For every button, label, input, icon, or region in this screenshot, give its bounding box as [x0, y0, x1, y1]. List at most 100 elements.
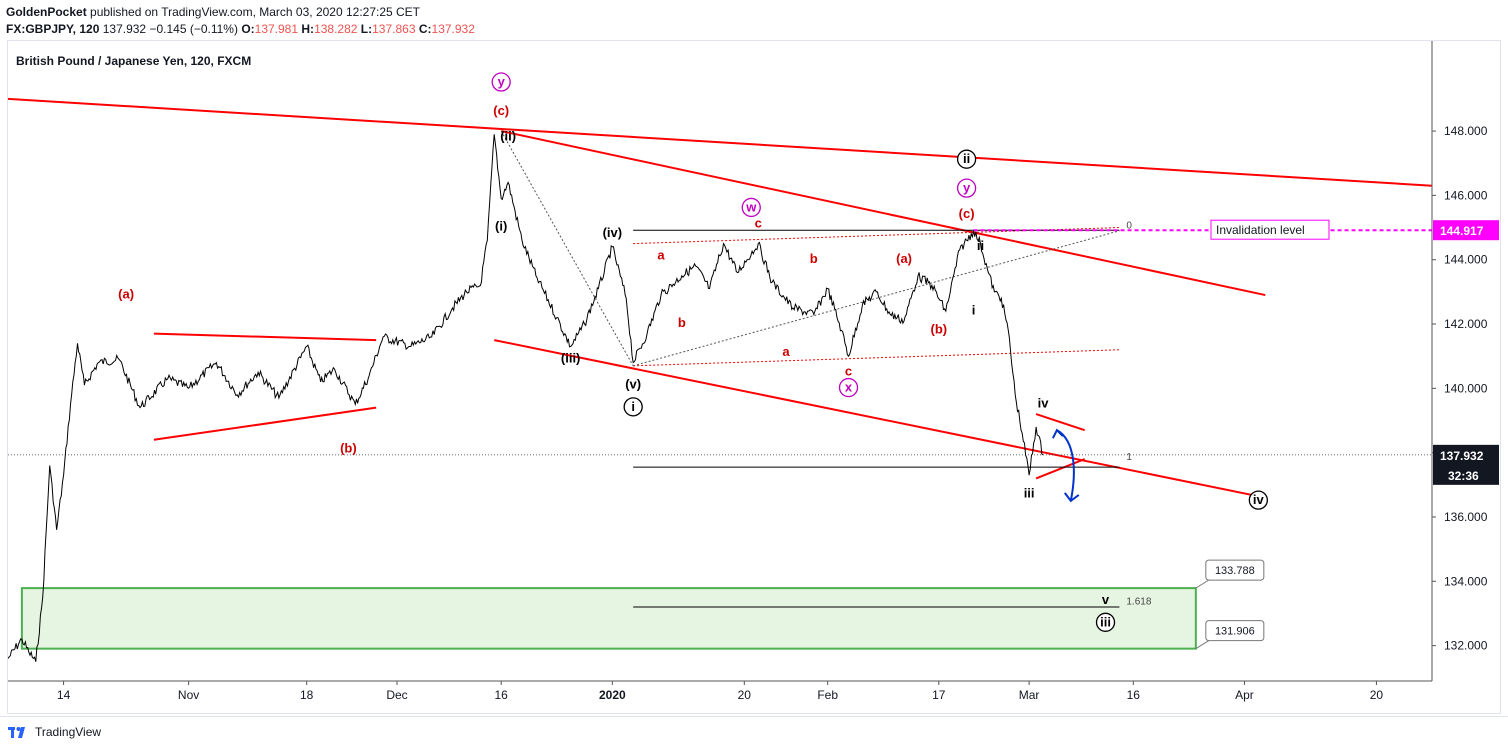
zone-bottom-callout-label: 131.906 — [1215, 626, 1255, 638]
badge-price: 137.932 — [1440, 449, 1484, 463]
wave-label-4: (ii) — [500, 129, 516, 144]
wave-label-0: (a) — [118, 286, 134, 301]
close-value: 137.932 — [431, 22, 475, 36]
fib-label-2: 1.618 — [1126, 597, 1151, 608]
y-tick-label: 142.000 — [1444, 317, 1488, 331]
ohlc-legend: FX:GBPJPY, 120 137.932 −0.145 (−0.11%) O… — [6, 22, 475, 36]
invalidation-label-frame — [1210, 219, 1330, 240]
wave-label-2: y — [491, 72, 511, 92]
invalidation-label: Invalidation level — [1216, 223, 1305, 237]
high-label: H: — [301, 22, 315, 36]
wave-label-10: a — [657, 248, 665, 263]
wave-label-6: (iii) — [561, 351, 581, 366]
wave-label-circle — [838, 377, 859, 398]
wave-label-7: (iv) — [603, 225, 623, 240]
trendline-8 — [1035, 458, 1086, 480]
wave-label-text: c — [845, 363, 852, 378]
wave-label-text: (ii) — [500, 129, 516, 144]
wave-label-29: iii — [1095, 612, 1116, 632]
x-tick-label: Dec — [386, 688, 407, 702]
low-value: 137.863 — [372, 22, 416, 36]
wave-label-5: (i) — [495, 219, 507, 234]
high-value: 138.282 — [314, 22, 358, 36]
zone-top-callout: 133.788 — [1195, 559, 1265, 589]
wave-label-25: iv — [1038, 396, 1050, 411]
price-series — [8, 134, 1044, 662]
x-tick-label: 2020 — [599, 688, 626, 702]
chart-panel[interactable]: British Pound / Japanese Yen, 120, FXCM I… — [7, 40, 1501, 714]
badge-countdown: 32:36 — [1448, 469, 1479, 483]
x-tick-label: 16 — [495, 688, 509, 702]
wave-label-17: x — [838, 377, 859, 398]
symbol-line[interactable]: FX:GBPJPY, 120 — [6, 22, 100, 36]
wave-label-8: (v) — [625, 376, 641, 391]
trendline-0 — [8, 97, 1433, 187]
x-tick-label: 18 — [300, 688, 314, 702]
x-tick-label: 16 — [1127, 688, 1141, 702]
tradingview-brand: TradingView — [35, 725, 102, 739]
y-tick-label: 148.000 — [1444, 124, 1488, 138]
badge-text: 144.917 — [1440, 224, 1484, 238]
tradingview-icon — [8, 727, 25, 738]
badge-bg — [1433, 444, 1499, 485]
x-tick-label: 20 — [1370, 688, 1384, 702]
wave-label-23: ii — [977, 238, 984, 253]
x-tick-label: Nov — [178, 688, 199, 702]
wave-label-circle — [1095, 612, 1116, 632]
x-tick-label: 17 — [932, 688, 946, 702]
price-chart[interactable]: British Pound / Japanese Yen, 120, FXCM I… — [8, 41, 1500, 713]
wave-label-text: (b) — [931, 322, 948, 337]
wave-label-text: iv — [1253, 492, 1265, 507]
wave-label-text: iv — [1038, 396, 1050, 411]
y-tick-label: 146.000 — [1444, 188, 1488, 202]
zone-top-callout-box — [1205, 559, 1265, 581]
wave-label-22: (c) — [959, 206, 975, 221]
last-price-badge[interactable]: 137.932 32:36 — [1433, 444, 1499, 485]
wave-label-20: ii — [956, 149, 977, 169]
wave-label-19: (b) — [931, 322, 948, 337]
tradingview-logo[interactable]: TradingView — [8, 725, 101, 739]
projection-arrow-tail — [1052, 428, 1064, 439]
wave-label-text: a — [782, 344, 790, 359]
wave-label-text: a — [657, 248, 665, 263]
trendline-9 — [500, 130, 634, 367]
y-tick-label: 144.000 — [1444, 253, 1488, 267]
footer-bar: TradingView — [0, 716, 1508, 751]
wave-label-21: y — [956, 178, 977, 198]
wave-label-text: v — [1102, 592, 1110, 607]
wave-label-14: b — [810, 251, 818, 266]
wave-label-15: a — [782, 344, 790, 359]
wave-label-text: iii — [1100, 614, 1111, 629]
change-text: −0.145 (−0.11%) — [149, 22, 238, 36]
publisher-name[interactable]: GoldenPocket — [6, 5, 87, 19]
chart-title: British Pound / Japanese Yen, 120, FXCM — [16, 54, 251, 68]
badge-bg — [1433, 220, 1499, 241]
wave-label-text: c — [755, 216, 762, 231]
fib-label-0: 0 — [1126, 220, 1132, 231]
open-label: O: — [241, 22, 255, 36]
invalidation-price-badge[interactable]: 144.917 — [1433, 220, 1499, 241]
trendline-2 — [494, 339, 1266, 499]
zone-top-callout-label: 133.788 — [1215, 565, 1255, 577]
wave-label-13: c — [755, 216, 762, 231]
target-zone — [20, 587, 1197, 650]
wave-label-18: (a) — [896, 251, 912, 266]
projection-arrow — [1056, 429, 1075, 502]
wave-label-circle — [741, 197, 761, 218]
wave-label-circle — [491, 72, 511, 92]
wave-label-circle — [623, 397, 643, 417]
x-tick-label: Apr — [1235, 688, 1254, 702]
axes: 148.000146.000144.000142.000140.000138.0… — [8, 41, 1488, 702]
x-tick-label: 14 — [57, 688, 71, 702]
wave-label-9: i — [623, 397, 643, 417]
wave-label-text: b — [810, 251, 818, 266]
wave-label-text: ii — [963, 151, 970, 166]
wave-label-text: (c) — [493, 103, 509, 118]
wave-label-text: (a) — [118, 286, 134, 301]
y-tick-label: 136.000 — [1444, 510, 1488, 524]
wave-label-text: (a) — [896, 251, 912, 266]
wave-label-text: iii — [1024, 486, 1035, 501]
projection-arrowhead — [1063, 492, 1080, 503]
wave-label-11: b — [678, 315, 686, 330]
wave-label-12: w — [741, 197, 761, 218]
